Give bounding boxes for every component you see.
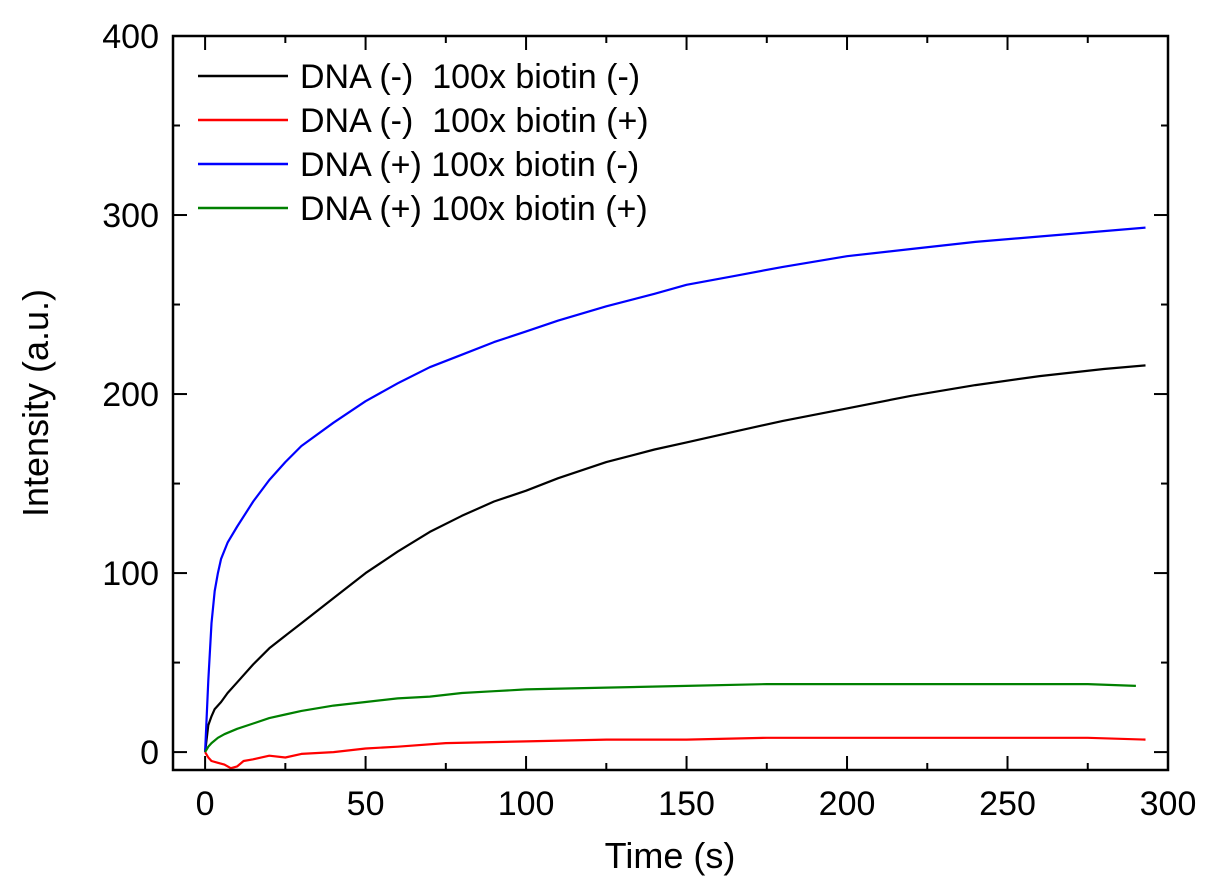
legend-label-4: DNA (+) 100x biotin (+)	[300, 190, 648, 228]
x-tick-label: 100	[498, 785, 555, 823]
axis-ticks: 0 50 100 150 200 250 300 0 100 200 300 400	[102, 18, 1196, 823]
series-line-4	[204, 682, 1136, 753]
legend: DNA (-) 100x biotin (-) DNA (-) 100x biot…	[198, 58, 649, 228]
y-tick-label: 400	[102, 18, 159, 56]
y-axis-title: Intensity (a.u.)	[15, 289, 56, 517]
series-line-2	[204, 736, 1146, 770]
plot-lines	[204, 226, 1146, 770]
x-tick-label: 200	[819, 785, 876, 823]
x-tick-label: 150	[658, 785, 715, 823]
legend-label-3: DNA (+) 100x biotin (-)	[300, 146, 639, 184]
plot-frame	[171, 34, 1170, 772]
x-tick-label: 0	[196, 785, 215, 823]
legend-label-2: DNA (-) 100x biotin (+)	[300, 102, 649, 140]
x-tick-label: 50	[347, 785, 385, 823]
x-axis-title: Time (s)	[605, 835, 736, 876]
y-tick-label: 300	[102, 197, 159, 235]
series-line-1	[204, 364, 1146, 753]
y-tick-label: 100	[102, 555, 159, 593]
x-tick-label: 300	[1140, 785, 1197, 823]
y-tick-label: 200	[102, 376, 159, 414]
x-tick-label: 250	[979, 785, 1036, 823]
y-tick-label: 0	[140, 734, 159, 772]
series-line-3	[204, 226, 1146, 753]
legend-label-1: DNA (-) 100x biotin (-)	[300, 58, 640, 96]
